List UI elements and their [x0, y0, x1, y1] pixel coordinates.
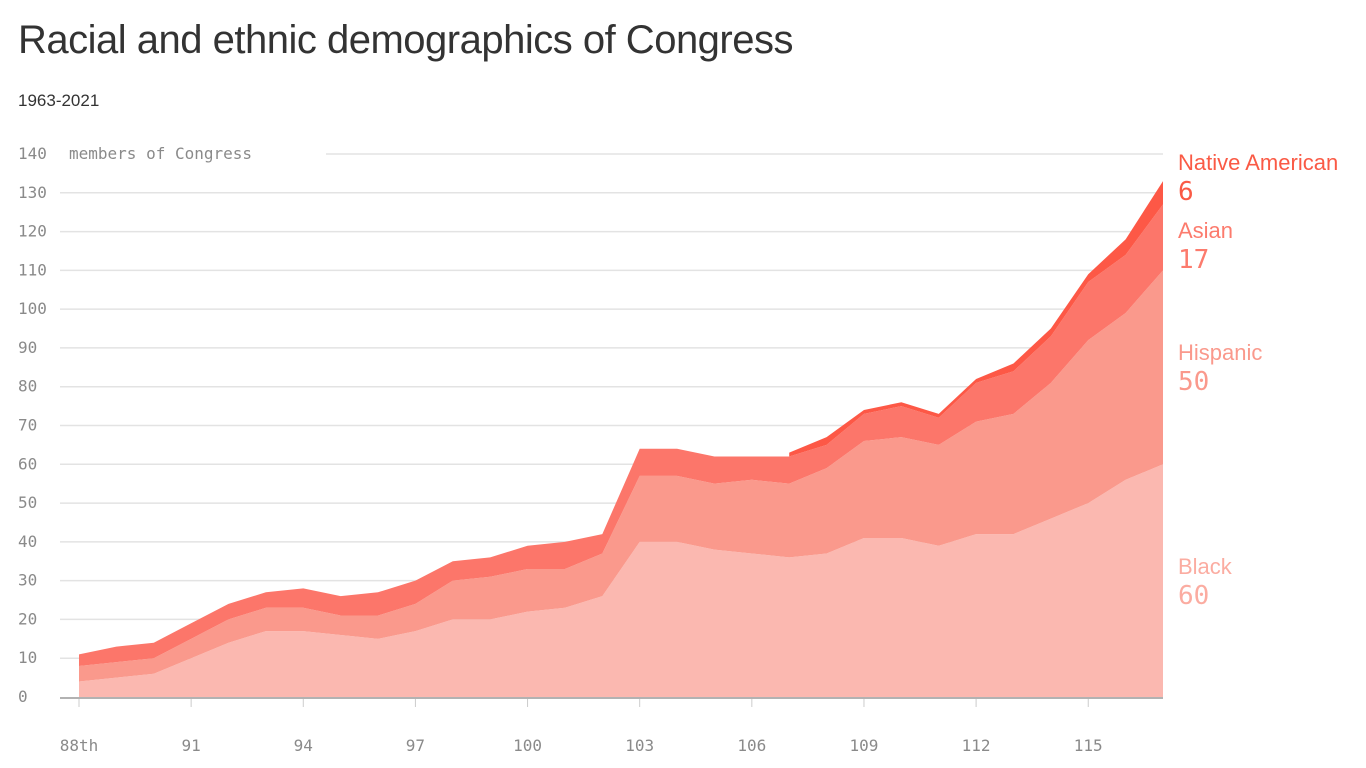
value-native-american: 6	[1178, 177, 1194, 207]
area-asian	[79, 204, 1163, 666]
y-tick-label: 30	[18, 571, 37, 590]
x-tick-label: 103	[625, 736, 654, 755]
x-tick-label: 88th	[60, 736, 99, 755]
x-tick-label: 112	[962, 736, 991, 755]
x-tick-label: 109	[850, 736, 879, 755]
y-tick-label: 100	[18, 299, 47, 318]
label-hispanic: Hispanic	[1178, 340, 1263, 365]
y-tick-label: 140	[18, 144, 47, 163]
y-tick-label: 130	[18, 183, 47, 202]
y-tick-label: 0	[18, 687, 28, 706]
value-black: 60	[1178, 581, 1210, 611]
y-axis-label: members of Congress	[69, 144, 252, 163]
y-tick-label: 90	[18, 338, 37, 357]
y-tick-label: 120	[18, 222, 47, 241]
x-tick-label: 94	[294, 736, 313, 755]
value-hispanic: 50	[1178, 367, 1210, 397]
x-tick-label: 91	[182, 736, 201, 755]
y-tick-label: 80	[18, 377, 37, 396]
label-native-american: Native American	[1178, 150, 1339, 175]
y-tick-label: 70	[18, 416, 37, 435]
y-tick-label: 60	[18, 454, 37, 473]
label-black: Black	[1178, 554, 1232, 579]
y-tick-label: 50	[18, 493, 37, 512]
x-tick-label: 115	[1074, 736, 1103, 755]
chart-subtitle: 1963-2021	[18, 91, 100, 110]
y-tick-label: 10	[18, 648, 37, 667]
x-tick-label: 100	[513, 736, 542, 755]
y-tick-label: 110	[18, 260, 47, 279]
x-tick-label: 97	[406, 736, 425, 755]
area-black	[79, 464, 1163, 697]
y-tick-label: 20	[18, 609, 37, 628]
chart-title: Racial and ethnic demographics of Congre…	[18, 18, 794, 62]
x-tick-label: 106	[737, 736, 766, 755]
area-hispanic	[79, 270, 1163, 682]
value-asian: 17	[1178, 245, 1210, 275]
y-tick-label: 40	[18, 532, 37, 551]
label-asian: Asian	[1178, 218, 1234, 243]
